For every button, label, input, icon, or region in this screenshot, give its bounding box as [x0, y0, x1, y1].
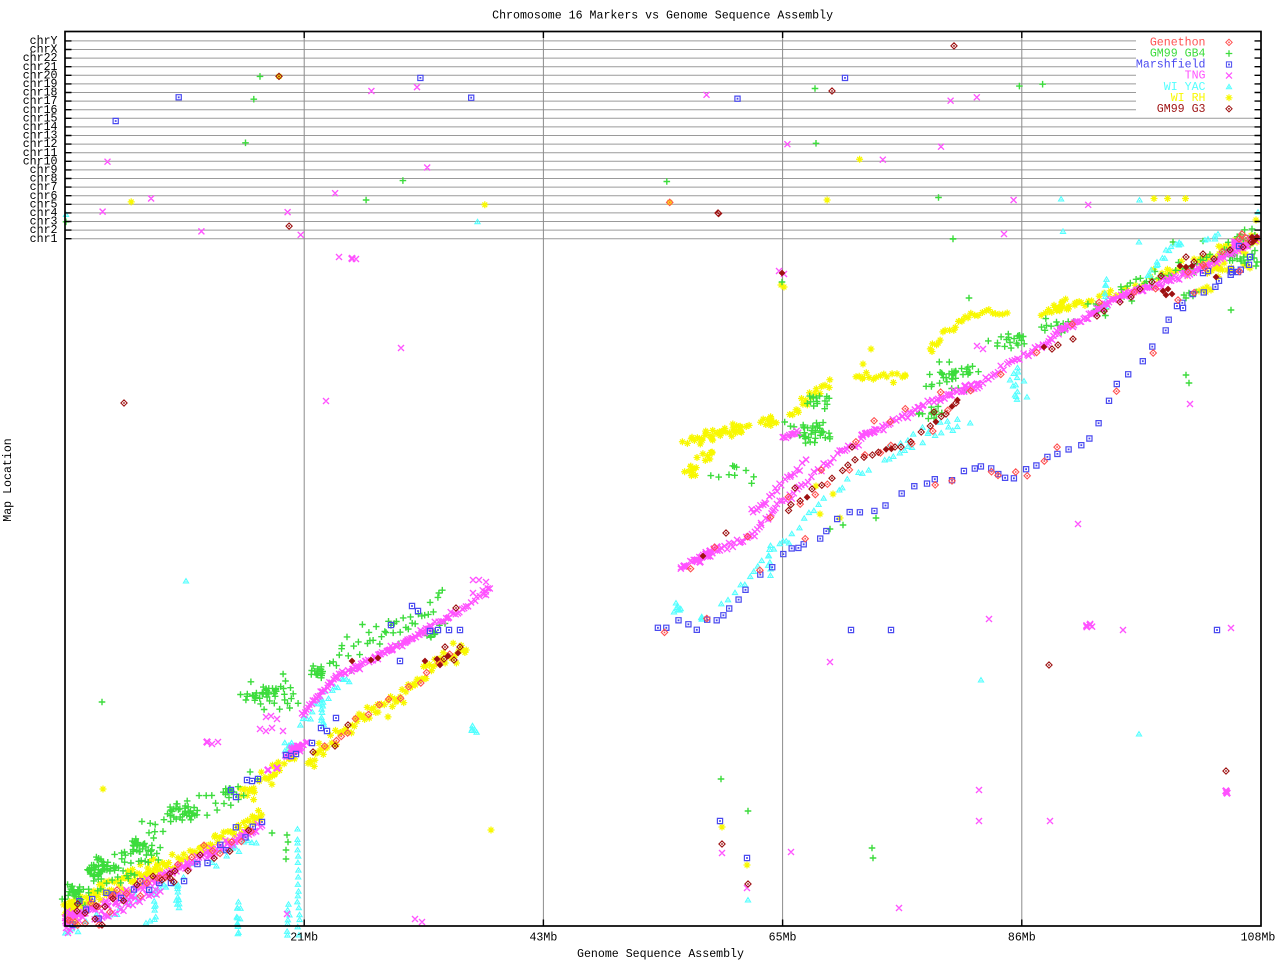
- svg-text:TNG: TNG: [1185, 70, 1206, 83]
- svg-text:chr15: chr15: [23, 112, 58, 125]
- svg-text:chr5: chr5: [30, 198, 58, 211]
- svg-text:chr8: chr8: [30, 173, 58, 186]
- svg-text:chr3: chr3: [30, 216, 58, 229]
- svg-text:65Mb: 65Mb: [769, 932, 797, 945]
- svg-text:86Mb: 86Mb: [1008, 932, 1036, 945]
- svg-text:chr20: chr20: [23, 69, 58, 82]
- svg-text:chr21: chr21: [23, 61, 58, 74]
- svg-text:chr11: chr11: [23, 147, 58, 160]
- svg-text:chr6: chr6: [30, 190, 58, 203]
- svg-text:GM99 GB4: GM99 GB4: [1150, 48, 1206, 61]
- svg-text:108Mb: 108Mb: [1241, 932, 1276, 945]
- svg-text:chr4: chr4: [30, 207, 58, 220]
- svg-text:Marshfield: Marshfield: [1136, 59, 1206, 72]
- svg-text:chr12: chr12: [23, 138, 58, 151]
- svg-text:WI RH: WI RH: [1171, 92, 1206, 105]
- svg-text:21Mb: 21Mb: [290, 932, 318, 945]
- svg-text:chr2: chr2: [30, 224, 58, 237]
- svg-text:Chromosome 16 Markers vs Genom: Chromosome 16 Markers vs Genome Sequence…: [492, 10, 833, 23]
- svg-text:Genethon: Genethon: [1150, 37, 1206, 50]
- svg-text:chr9: chr9: [30, 164, 58, 177]
- svg-text:Map Location: Map Location: [2, 438, 15, 522]
- svg-text:Genome Sequence Assembly: Genome Sequence Assembly: [577, 948, 744, 960]
- svg-text:chrX: chrX: [30, 44, 58, 57]
- svg-text:chr14: chr14: [23, 121, 58, 134]
- svg-text:chr22: chr22: [23, 52, 58, 65]
- svg-text:chr19: chr19: [23, 78, 58, 91]
- svg-text:chr16: chr16: [23, 104, 58, 117]
- svg-text:43Mb: 43Mb: [529, 932, 557, 945]
- svg-text:chr10: chr10: [23, 155, 58, 168]
- svg-text:chr1: chr1: [30, 233, 58, 246]
- svg-text:chr18: chr18: [23, 87, 58, 100]
- svg-text:chr17: chr17: [23, 95, 58, 108]
- svg-text:WI YAC: WI YAC: [1164, 81, 1206, 94]
- svg-text:chr13: chr13: [23, 130, 58, 143]
- svg-text:chrY: chrY: [30, 35, 58, 48]
- svg-text:chr7: chr7: [30, 181, 58, 194]
- svg-text:GM99 G3: GM99 G3: [1157, 103, 1206, 116]
